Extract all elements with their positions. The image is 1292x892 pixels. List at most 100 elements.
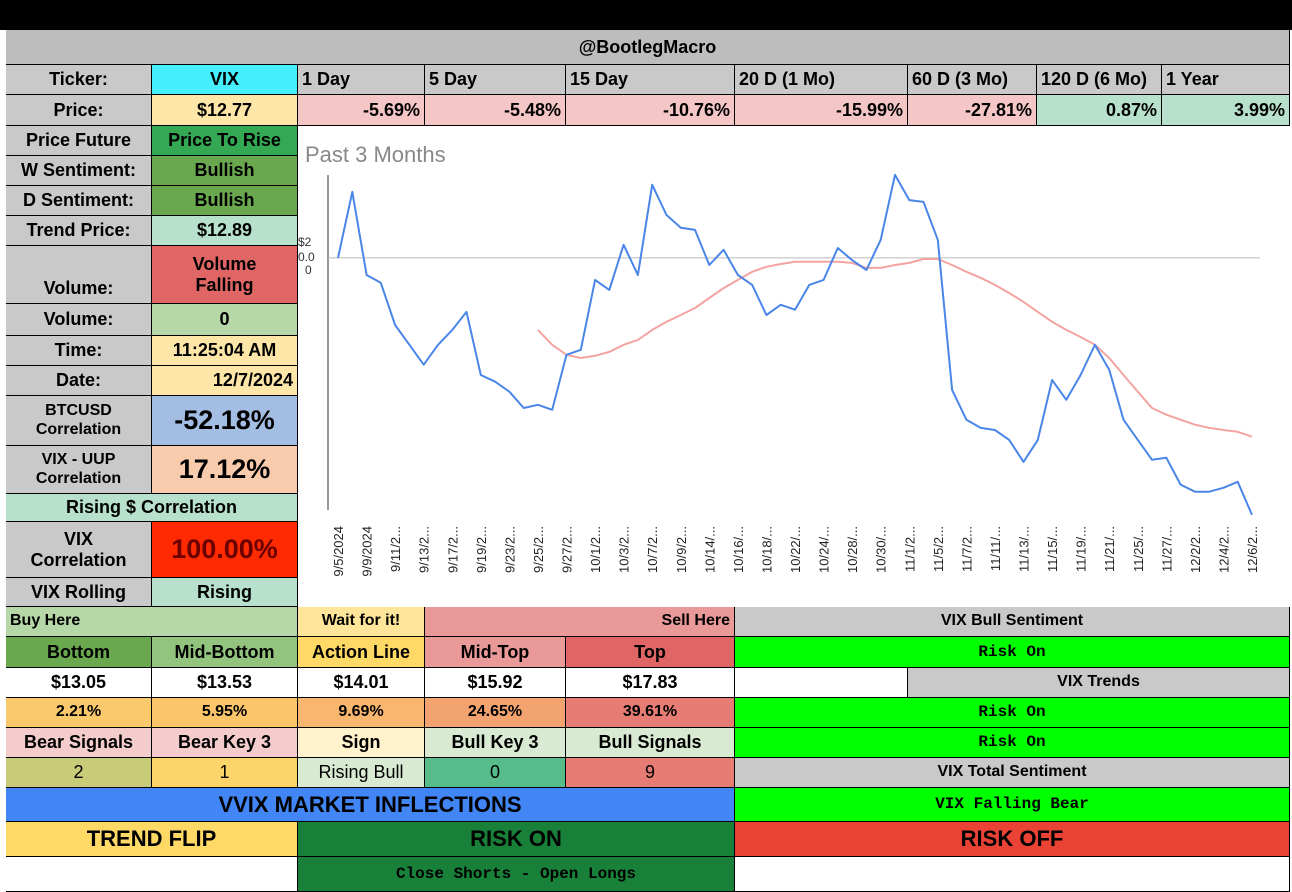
label: VIX Rolling [6,578,152,607]
x-tick-label: 10/7/2... [645,526,660,573]
level-price: $14.01 [298,668,425,698]
window-bar [0,0,1292,30]
sheet-title: @BootlegMacro [6,30,1290,65]
x-tick-label: 11/5/2... [931,526,946,572]
signal-name: Bear Signals [6,728,152,758]
period-header: 1 Day [298,65,425,95]
x-tick-label: 10/3/2... [617,526,632,573]
x-tick-label: 11/25/... [1131,526,1146,572]
section-title: VVIX MARKET INFLECTIONS [6,788,735,822]
x-tick-label: 9/19/2... [474,526,489,573]
chart: Past 3 Months $20.00 9/5/2024 9/9/2024 9/11… [298,126,1290,607]
label: Rising $ Correlation [6,494,298,522]
label: Trend Price: [6,216,152,246]
signal-value: 9 [566,758,735,788]
label: Price Future [6,126,152,156]
level-name: Bottom [6,637,152,668]
level-price: $13.53 [152,668,298,698]
status: Risk On [735,728,1290,758]
level-percent: 5.95% [152,698,298,728]
price-change: -15.99% [735,95,908,126]
x-tick-label: 9/5/2024 [331,526,346,577]
period-header: 60 D (3 Mo) [908,65,1037,95]
value: Bullish [152,186,298,216]
label: VIX Correlation [6,522,152,578]
x-tick-label: 10/24/... [817,526,832,573]
label: Time: [6,336,152,366]
x-tick-label: 12/2/2... [1188,526,1203,573]
series-line [537,258,1253,438]
period-header: 20 D (1 Mo) [735,65,908,95]
label: Date: [6,366,152,396]
signal-name: Bull Key 3 [425,728,566,758]
period-header: 1 Year [1162,65,1290,95]
x-tick-label: 9/9/2024 [360,526,375,577]
period-header: 5 Day [425,65,566,95]
price-change: -5.69% [298,95,425,126]
label: W Sentiment: [6,156,152,186]
value: Price To Rise [152,126,298,156]
x-tick-label: 10/22/... [788,526,803,573]
x-tick-label: 11/1/2... [902,526,917,572]
x-tick-label: 9/17/2... [445,526,460,573]
value: 17.12% [152,446,298,494]
price-change: -27.81% [908,95,1037,126]
signal-value: Rising Bull [298,758,425,788]
period-header: 120 D (6 Mo) [1037,65,1162,95]
status: Risk On [735,637,1290,668]
value: 100.00% [152,522,298,578]
blank [735,668,908,698]
signal-name: Sign [298,728,425,758]
x-tick-label: 9/11/2... [388,526,403,572]
value: 12/7/2024 [152,366,298,396]
blank [735,857,1290,892]
label: VIX Trends [908,668,1290,698]
x-tick-label: 11/13/... [1017,526,1032,572]
value: 11:25:04 AM [152,336,298,366]
value: Bullish [152,156,298,186]
x-tick-label: 10/18/... [759,526,774,573]
chart-title: Past 3 Months [305,142,446,167]
ticker: VIX [152,65,298,95]
x-tick-label: 10/14/... [702,526,717,573]
x-tick-label: 11/15/... [1045,526,1060,572]
x-tick-label: 12/6/2... [1245,526,1260,573]
x-tick-label: 10/16/... [731,526,746,573]
price: $12.77 [152,95,298,126]
y-tick-label: 0 [305,263,312,277]
label: Volume: [6,246,152,304]
level-name: Action Line [298,637,425,668]
x-tick-label: 9/23/2... [502,526,517,573]
state: TREND FLIP [6,822,298,857]
chart-background [298,126,1290,607]
x-tick-label: 11/7/2... [959,526,974,572]
x-tick-label: 9/27/2... [560,526,575,573]
y-tick-label: 0.0 [298,250,315,264]
signal-value: 2 [6,758,152,788]
level-percent: 39.61% [566,698,735,728]
x-tick-label: 9/13/2... [417,526,432,573]
value: -52.18% [152,396,298,446]
note: Close Shorts - Open Longs [298,857,735,892]
x-tick-label: 10/1/2... [588,526,603,573]
price-change: 0.87% [1037,95,1162,126]
value: $12.89 [152,216,298,246]
level-percent: 24.65% [425,698,566,728]
level-name: Mid-Bottom [152,637,298,668]
blank [6,857,298,892]
price-change: 3.99% [1162,95,1290,126]
x-tick-label: 11/11/... [988,526,1003,571]
zone: Wait for it! [298,607,425,637]
x-tick-label: 10/28/... [845,526,860,573]
value: 0 [152,304,298,336]
x-tick-label: 11/19/... [1074,526,1089,572]
level-percent: 2.21% [6,698,152,728]
level-name: Mid-Top [425,637,566,668]
zone: Buy Here [6,607,298,637]
status: Risk On [735,698,1290,728]
x-tick-label: 12/4/2... [1216,526,1231,573]
level-price: $17.83 [566,668,735,698]
x-tick-label: 11/21/... [1102,526,1117,572]
x-tick-label: 10/30/... [874,526,889,573]
